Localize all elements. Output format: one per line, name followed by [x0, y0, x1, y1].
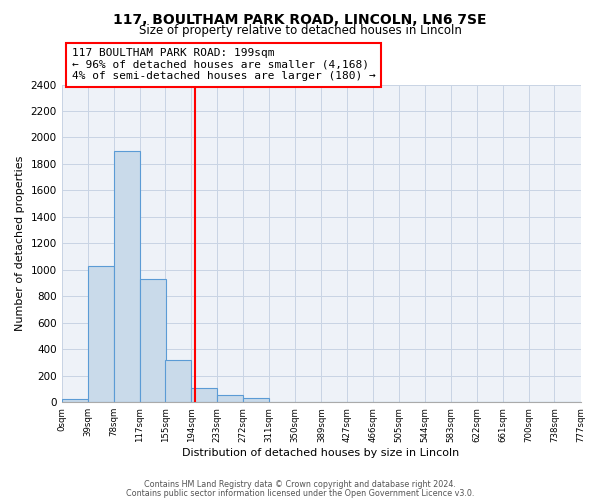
Text: 117 BOULTHAM PARK ROAD: 199sqm
← 96% of detached houses are smaller (4,168)
4% o: 117 BOULTHAM PARK ROAD: 199sqm ← 96% of …	[72, 48, 376, 82]
Bar	[217, 395, 243, 402]
Text: Size of property relative to detached houses in Lincoln: Size of property relative to detached ho…	[139, 24, 461, 37]
Bar	[140, 279, 166, 402]
Text: 117, BOULTHAM PARK ROAD, LINCOLN, LN6 7SE: 117, BOULTHAM PARK ROAD, LINCOLN, LN6 7S…	[113, 12, 487, 26]
Bar	[165, 360, 191, 402]
Bar	[114, 150, 140, 402]
Bar	[243, 398, 269, 402]
Bar	[191, 388, 217, 402]
X-axis label: Distribution of detached houses by size in Lincoln: Distribution of detached houses by size …	[182, 448, 460, 458]
Bar	[88, 266, 114, 402]
Y-axis label: Number of detached properties: Number of detached properties	[15, 156, 25, 331]
Text: Contains public sector information licensed under the Open Government Licence v3: Contains public sector information licen…	[126, 488, 474, 498]
Text: Contains HM Land Registry data © Crown copyright and database right 2024.: Contains HM Land Registry data © Crown c…	[144, 480, 456, 489]
Bar	[62, 399, 88, 402]
